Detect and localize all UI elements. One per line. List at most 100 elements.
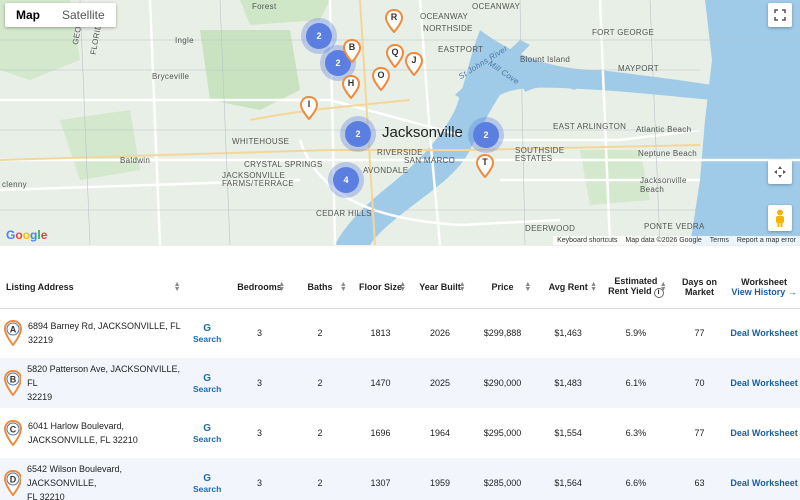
map-pin[interactable]: B <box>342 38 362 64</box>
deal-worksheet-link[interactable]: Deal Worksheet <box>730 478 798 488</box>
search-cell: G Search <box>185 308 230 358</box>
move-arrows-icon <box>774 166 786 178</box>
address-line: JACKSONVILLE, FL 32210 <box>28 435 138 445</box>
google-search-link[interactable]: G Search <box>192 372 222 394</box>
fullscreen-button[interactable] <box>768 3 792 27</box>
map-label: MAYPORT <box>618 64 659 73</box>
map-label: SAN MARCO <box>404 156 456 165</box>
report-error-link[interactable]: Report a map error <box>736 237 796 244</box>
address-line: 6041 Harlow Boulevard, <box>28 421 125 431</box>
worksheet-cell: Deal Worksheet <box>728 408 800 458</box>
address-line: 32219 <box>28 335 54 346</box>
map-label: Jacksonville Beach <box>640 176 687 194</box>
map-pin[interactable]: H <box>341 74 361 100</box>
map-label: WHITEHOUSE <box>232 137 290 146</box>
map-tab[interactable]: Map <box>5 3 51 27</box>
map-pin[interactable]: J <box>404 51 424 77</box>
google-search-link[interactable]: G Search <box>192 472 222 494</box>
deal-worksheet-link[interactable]: Deal Worksheet <box>730 378 798 388</box>
sort-icon: ▲ ▼ <box>524 281 532 293</box>
column-header-rent-yield[interactable]: Estimated Rent Yield i ▲ ▼ <box>601 266 671 309</box>
map-label: OCEANWAY <box>420 12 469 21</box>
view-history-link[interactable]: View History → <box>731 286 797 297</box>
search-cell: G Search <box>184 458 230 500</box>
column-header-baths[interactable]: Baths ▲ ▼ <box>289 266 351 309</box>
days-on-market-cell: 77 <box>694 428 705 438</box>
bedrooms-cell: 3 <box>229 358 290 408</box>
map-label: Ingle <box>175 36 194 45</box>
sort-icon: ▲ ▼ <box>659 281 667 293</box>
address-cell: D 6542 Wilson Boulevard, JACKSONVILLE, FL… <box>0 458 185 500</box>
map-pin[interactable]: I <box>299 95 319 121</box>
map-pin[interactable]: O <box>371 66 391 92</box>
satellite-tab[interactable]: Satellite <box>51 3 116 27</box>
map-label: CEDAR HILLS <box>316 209 372 218</box>
days-on-market-cell: 70 <box>670 358 729 408</box>
street-view-pegman[interactable] <box>768 205 792 231</box>
map-marker-icon <box>299 95 319 121</box>
rent-yield-cell: 6.6% <box>601 458 671 500</box>
year-built-cell: 2025 <box>410 358 470 408</box>
map-cluster[interactable]: 4 <box>333 167 359 193</box>
table-row[interactable]: D 6542 Wilson Boulevard, JACKSONVILLE, FL… <box>0 458 800 500</box>
map-pin[interactable]: R <box>384 8 404 34</box>
baths-cell: 2 <box>317 328 323 339</box>
google-search-link[interactable]: G Search <box>192 322 222 344</box>
rent-yield-cell: 6.1% <box>601 358 671 408</box>
bedrooms-cell: 3 <box>256 428 262 438</box>
map-label: OCEANWAY <box>472 2 521 11</box>
google-g-icon: G <box>203 372 212 384</box>
keyboard-shortcuts-link[interactable]: Keyboard shortcuts <box>557 237 618 244</box>
column-header-floor-size[interactable]: Floor Size ▲ ▼ <box>350 266 411 309</box>
avg-rent-cell: $1,564 <box>535 458 601 500</box>
listings-table-container: Listing Address ▲ ▼ Bedrooms ▲ ▼ Baths ▲ ▼ Flo… <box>0 266 800 500</box>
google-g-icon: G <box>203 472 212 484</box>
price-cell: $295,000 <box>483 428 522 438</box>
address-cell: A 6894 Barney Rd, JACKSONVILLE, FL 32219 <box>0 308 185 358</box>
listing-marker-icon: B <box>4 370 22 396</box>
column-header-year-built[interactable]: Year Built ▲ ▼ <box>410 266 470 309</box>
map-view[interactable]: Map Satellite Forest OCEANWAY NORTHSIDE … <box>0 0 800 245</box>
deal-worksheet-link[interactable]: Deal Worksheet <box>730 428 798 438</box>
table-row[interactable]: B 5820 Patterson Ave, JACKSONVILLE, FL 32… <box>0 358 800 408</box>
column-header-price[interactable]: Price ▲ ▼ <box>469 266 536 309</box>
map-marker-icon <box>342 38 362 64</box>
map-pin[interactable]: Q <box>385 43 405 69</box>
avg-rent-cell: $1,554 <box>554 428 582 438</box>
google-g-icon: G <box>203 422 212 434</box>
google-g-icon: G <box>203 322 212 334</box>
section-divider <box>0 245 800 266</box>
terms-link[interactable]: Terms <box>709 237 729 244</box>
map-cluster[interactable]: 2 <box>473 122 499 148</box>
address-cell: C 6041 Harlow Boulevard, JACKSONVILLE, FL… <box>0 408 185 458</box>
price-cell: $290,000 <box>469 358 536 408</box>
map-cluster[interactable]: 2 <box>345 121 371 147</box>
sort-icon: ▲ ▼ <box>278 281 286 293</box>
column-header-address[interactable]: Listing Address ▲ ▼ <box>0 266 185 309</box>
map-label: SOUTHSIDE ESTATES <box>515 146 565 163</box>
floor-size-cell: 1470 <box>350 358 411 408</box>
sort-icon: ▲ ▼ <box>339 281 347 293</box>
map-pin[interactable]: T <box>475 153 495 179</box>
year-built-cell: 2026 <box>429 328 450 339</box>
map-label: Neptune Beach <box>638 149 698 158</box>
search-cell: G Search <box>185 408 230 458</box>
address-line: 32219 <box>27 392 53 402</box>
map-camera-control[interactable] <box>768 160 792 184</box>
address-line: FL 32210 <box>26 492 65 500</box>
table-row[interactable]: A 6894 Barney Rd, JACKSONVILLE, FL 32219 … <box>0 308 800 358</box>
table-row[interactable]: C 6041 Harlow Boulevard, JACKSONVILLE, FL… <box>0 408 800 458</box>
google-search-link[interactable]: G Search <box>192 422 222 444</box>
column-header-bedrooms[interactable]: Bedrooms ▲ ▼ <box>229 266 290 309</box>
floor-size-cell: 1307 <box>350 458 411 500</box>
pegman-icon <box>776 209 784 227</box>
column-header-avg-rent[interactable]: Avg Rent ▲ ▼ <box>535 266 601 309</box>
map-cluster[interactable]: 2 <box>306 23 332 49</box>
deal-worksheet-link[interactable]: Deal Worksheet <box>730 328 798 339</box>
column-header-days-on-market[interactable]: Days on Market <box>670 266 729 309</box>
map-label: FORT GEORGE <box>592 28 655 37</box>
info-icon[interactable]: i <box>653 287 664 298</box>
listings-table: Listing Address ▲ ▼ Bedrooms ▲ ▼ Baths ▲ ▼ Flo… <box>0 266 800 500</box>
map-label: Blount Island <box>520 55 571 64</box>
price-cell: $299,888 <box>483 328 522 339</box>
